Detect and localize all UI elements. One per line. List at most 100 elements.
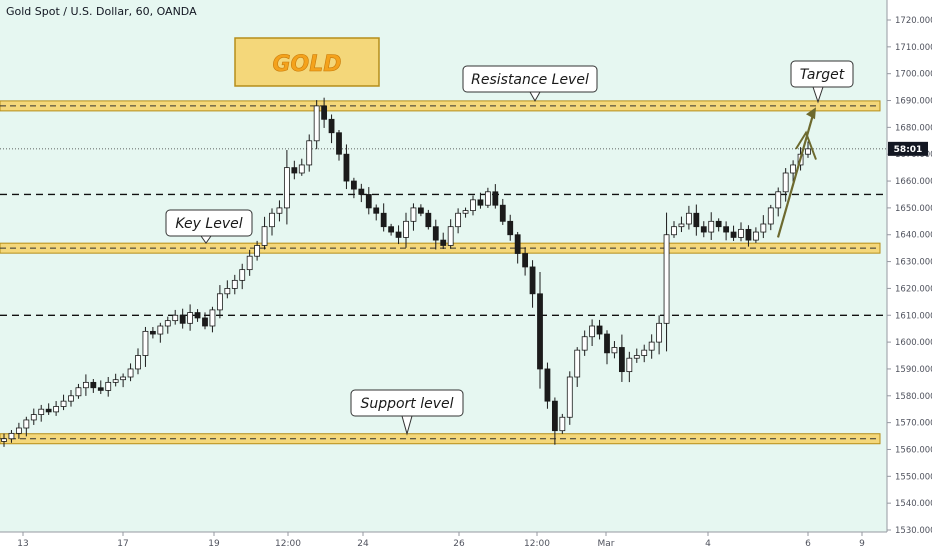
y-tick-label: 1600.000 <box>895 338 932 348</box>
x-tick-label: Mar <box>598 539 615 549</box>
candle-down <box>440 239 447 246</box>
candle-up <box>403 220 409 238</box>
candle-up <box>60 400 67 407</box>
candle-up <box>135 355 141 370</box>
candle-up <box>172 314 179 322</box>
callout-target: Target <box>790 60 854 104</box>
candle-up <box>782 172 789 193</box>
y-tick-label: 1640.000 <box>895 231 932 241</box>
callout-key-label: Key Level <box>175 216 242 232</box>
candle-up <box>82 381 89 389</box>
candle-down <box>291 167 298 174</box>
candle-up <box>254 245 261 257</box>
candle-up <box>224 288 231 295</box>
callout-support-box <box>350 389 464 417</box>
candle-up <box>559 416 566 432</box>
callout-target-box <box>790 60 854 88</box>
candle-down <box>507 220 514 236</box>
candle-up <box>23 419 30 429</box>
candle-up <box>298 164 305 174</box>
x-tick-label: 24 <box>357 539 369 549</box>
candle-up <box>671 226 677 236</box>
candle-down <box>432 226 439 241</box>
gold-badge-label: GOLD <box>272 52 341 77</box>
candle-down <box>202 317 208 327</box>
target-arrow-shaft <box>776 110 816 238</box>
candle-up <box>246 255 253 271</box>
candle-down <box>388 226 395 233</box>
candle-up <box>626 357 633 373</box>
candle-down <box>596 325 603 335</box>
candle-up <box>38 408 45 415</box>
target-arrow-head <box>806 107 816 120</box>
chart-background <box>0 0 887 532</box>
candle-down <box>492 191 499 206</box>
candle-up <box>53 406 60 413</box>
callout-target-pointer <box>812 86 824 104</box>
callout-resistance-pointer <box>529 91 541 102</box>
candle-up <box>752 231 759 241</box>
candle-up <box>775 191 782 209</box>
callout-key-box <box>165 209 253 237</box>
candle-down <box>90 381 97 389</box>
candle-up <box>112 379 119 383</box>
y-tick-label: 1550.000 <box>895 472 932 482</box>
candle-down <box>745 228 752 241</box>
candle-up <box>805 148 811 155</box>
x-axis-panel <box>0 532 932 550</box>
candle-up <box>484 191 491 206</box>
candle-down <box>425 212 432 228</box>
candle-up <box>15 427 22 434</box>
candle-up <box>447 226 454 246</box>
x-tick-label: 9 <box>859 539 865 549</box>
candle-down <box>544 368 551 402</box>
candle-up <box>566 376 573 418</box>
candle-down <box>693 212 700 228</box>
callout-resistance: Resistance Level <box>462 65 598 102</box>
levels-layer <box>0 100 887 445</box>
y-tick-label: 1570.000 <box>895 419 932 429</box>
candle-up <box>276 207 283 214</box>
candle-up <box>216 293 223 311</box>
candle-down <box>723 226 730 233</box>
gold-badge: GOLD <box>234 37 380 87</box>
x-tick-label: 12:00 <box>275 539 301 549</box>
candle-up <box>8 432 15 440</box>
candle-down <box>700 226 707 233</box>
y-tick-label: 1720.000 <box>895 16 932 26</box>
candle-down <box>97 387 104 391</box>
candle-down <box>336 132 342 155</box>
x-tick-label: 17 <box>117 539 128 549</box>
candle-up <box>269 212 275 228</box>
candle-up <box>313 105 320 142</box>
target-arrow-hook <box>795 130 817 160</box>
candle-up <box>410 207 417 222</box>
y-tick-label: 1660.000 <box>895 177 932 187</box>
candle-down <box>730 231 737 238</box>
y-tick-label: 1690.000 <box>895 97 932 107</box>
candle-up <box>462 210 469 214</box>
candle-up <box>157 325 164 335</box>
callout-target-label: Target <box>800 67 845 83</box>
gold-badge-box <box>234 37 380 87</box>
candle-up <box>30 414 37 421</box>
chart-title: Gold Spot / U.S. Dollar, 60, OANDA <box>6 5 197 18</box>
x-tick-label: 26 <box>453 539 465 549</box>
candle-down <box>529 266 536 295</box>
current-price-tag <box>888 141 928 156</box>
callout-support-pointer <box>401 415 413 436</box>
candle-up <box>581 336 588 351</box>
candle-up <box>142 330 149 356</box>
y-tick-label: 1650.000 <box>895 204 932 214</box>
candle-up <box>164 320 171 327</box>
candle-up <box>678 223 685 228</box>
candle-down <box>343 153 350 182</box>
candle-up <box>708 220 715 233</box>
candle-down <box>499 204 506 222</box>
candle-down <box>373 207 380 214</box>
candle-up <box>589 325 596 338</box>
candle-up <box>120 376 127 381</box>
callout-support: Support level <box>350 389 464 436</box>
